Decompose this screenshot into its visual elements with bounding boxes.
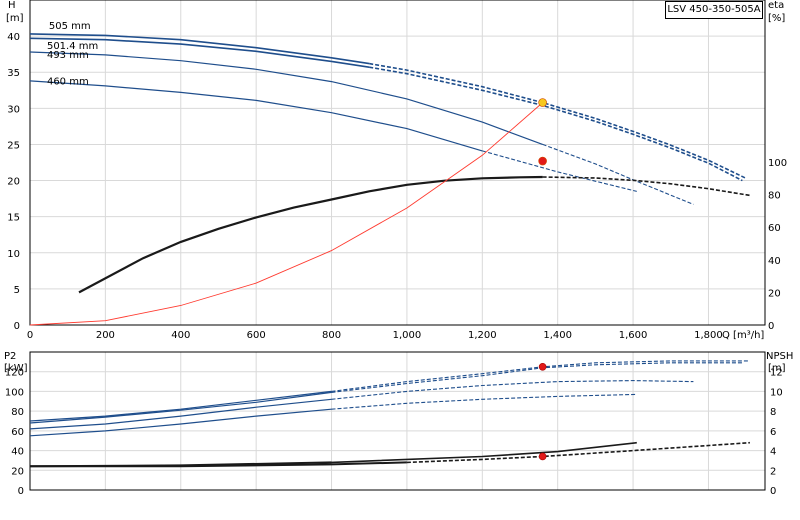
y-tick-right: 20	[768, 288, 781, 299]
power-curve	[29, 390, 332, 422]
y-tick-left-bottom: 40	[11, 447, 24, 458]
y-tick-right: 40	[768, 256, 781, 267]
y-tick-right: 80	[768, 191, 781, 202]
x-tick: 1,400	[543, 330, 572, 341]
bottom-series	[29, 360, 750, 468]
y-axis-label-right-top: eta	[768, 0, 784, 11]
eta-curve	[78, 175, 543, 294]
y-tick-left: 10	[7, 249, 20, 260]
y-tick-right-bottom: 6	[770, 427, 776, 438]
head-curve-dashed	[482, 150, 637, 192]
bottom-grid	[29, 351, 766, 491]
y-tick-right-bottom: 10	[770, 387, 783, 398]
system-curve	[29, 102, 543, 326]
npsh-curve-dashed	[406, 441, 750, 464]
y-tick-left: 5	[14, 285, 20, 296]
y-axis-label-left-top: H	[8, 0, 16, 11]
y-tick-right-bottom: 4	[770, 447, 776, 458]
x-tick: 1,000	[393, 330, 422, 341]
operating-point	[538, 98, 547, 107]
eta-curve-dashed	[542, 176, 751, 197]
curve-label: 505 mm	[49, 21, 91, 32]
y-tick-left-bottom: 20	[11, 466, 24, 477]
x-tick: 1,200	[468, 330, 497, 341]
y-axis-label-right-bottom: NPSH	[766, 351, 793, 362]
x-tick: 200	[96, 330, 115, 341]
y-tick-left-bottom: 120	[5, 368, 24, 379]
power-curve-dashed	[331, 393, 637, 410]
head-curve	[29, 51, 543, 145]
power-curve	[29, 398, 332, 430]
y-tick-left-bottom: 0	[18, 486, 24, 497]
y-tick-left-bottom: 100	[5, 387, 24, 398]
top-series	[29, 33, 751, 326]
y-tick-left: 30	[7, 104, 20, 115]
head-curve	[29, 33, 370, 65]
npsh-curve-dashed	[331, 441, 637, 464]
y-axis-unit-left-bottom: [kW]	[4, 363, 28, 374]
x-tick: 800	[322, 330, 341, 341]
y-tick-right: 60	[768, 223, 781, 234]
x-tick: 1,800	[694, 330, 723, 341]
y-tick-left: 20	[7, 177, 20, 188]
y-axis-unit-left-top: [m]	[6, 13, 24, 24]
y-tick-left-bottom: 80	[11, 407, 24, 418]
x-tick: 400	[171, 330, 190, 341]
curve-label: 460 mm	[47, 77, 89, 88]
head-curve-dashed	[542, 143, 694, 205]
top-frame	[29, 0, 766, 326]
y-tick-right-bottom: 2	[770, 466, 776, 477]
x-tick: 1,600	[619, 330, 648, 341]
x-tick: 0	[27, 330, 33, 341]
head-curve	[29, 37, 370, 68]
power-curve-dashed	[331, 380, 694, 400]
top-grid	[29, 0, 766, 326]
head-curve-dashed	[369, 66, 743, 182]
y-tick-right-bottom: 8	[770, 407, 776, 418]
head-curve-dashed	[369, 62, 747, 180]
y-axis-unit-right-bottom: [m]	[768, 363, 786, 374]
curve-label: 493 mm	[47, 50, 89, 61]
power-curve	[29, 391, 332, 424]
operating-point-bottom	[538, 452, 547, 461]
y-tick-right: 0	[768, 321, 774, 332]
operating-point-bottom	[538, 362, 547, 371]
x-axis-label: Q [m³/h]	[722, 330, 764, 341]
curve-label: 501.4 mm	[47, 41, 98, 52]
power-curve	[29, 408, 332, 437]
y-tick-left: 25	[7, 140, 20, 151]
y-tick-left: 0	[14, 321, 20, 332]
y-axis-unit-right-top: [%]	[768, 13, 785, 24]
npsh-curve	[30, 461, 407, 468]
y-tick-right: 100	[768, 158, 787, 169]
y-tick-left-bottom: 60	[11, 427, 24, 438]
head-curve	[29, 80, 483, 152]
y-tick-right-bottom: 0	[770, 486, 776, 497]
x-tick: 600	[247, 330, 266, 341]
y-tick-right-bottom: 12	[770, 368, 783, 379]
y-tick-left: 35	[7, 68, 20, 79]
y-tick-left: 40	[7, 32, 20, 43]
y-axis-label-left-bottom: P2	[4, 351, 16, 362]
title-box: LSV 450-350-505A	[665, 1, 763, 19]
y-tick-left: 15	[7, 213, 20, 224]
bottom-frame	[29, 351, 766, 491]
operating-point	[538, 156, 547, 166]
